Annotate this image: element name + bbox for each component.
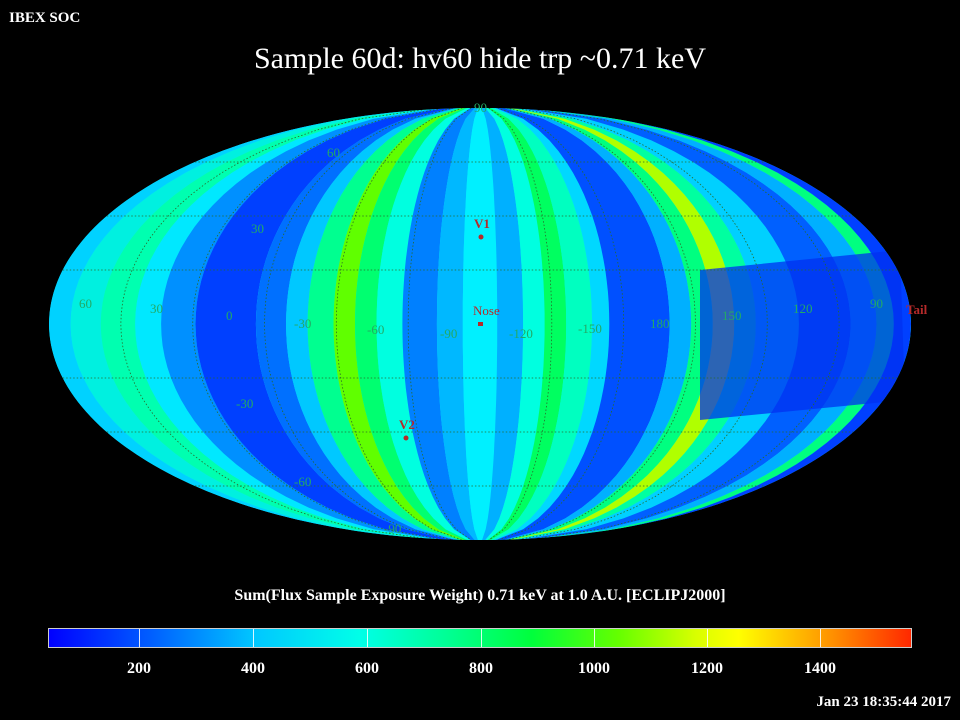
longitude-line <box>407 108 472 540</box>
flux-band <box>402 108 475 540</box>
flux-band <box>286 108 459 540</box>
colorbar <box>48 628 912 648</box>
longitude-line <box>120 108 437 540</box>
marker-nose <box>478 322 483 326</box>
colorbar-label-1000: 1000 <box>578 660 610 677</box>
colorbar-tick <box>594 629 595 647</box>
lon-label-m30: -30 <box>294 316 311 331</box>
flux-band <box>519 108 851 540</box>
lon-label-150: 150 <box>722 308 742 323</box>
colorbar-label-1200: 1200 <box>691 660 723 677</box>
colorbar-tick <box>481 629 482 647</box>
flux-band <box>485 108 545 540</box>
colorbar-title: Sum(Flux Sample Exposure Weight) 0.71 ke… <box>234 587 726 604</box>
longitude-line <box>523 108 840 540</box>
lat-label-m30: -30 <box>236 396 253 411</box>
lon-label-m120: -120 <box>509 326 533 341</box>
lat-label-90: 90 <box>474 100 487 115</box>
flux-band <box>161 108 446 540</box>
colorbar-tick <box>139 629 140 647</box>
marker-v2 <box>403 435 409 441</box>
graticule <box>62 108 898 540</box>
colorbar-tick <box>707 629 708 647</box>
colorbar-label-800: 800 <box>469 660 493 677</box>
lon-label-m60: -60 <box>367 322 384 337</box>
lon-label-180: 180 <box>650 316 670 331</box>
lat-label-60: 60 <box>327 145 340 160</box>
lon-label-60: 60 <box>79 296 92 311</box>
flux-band <box>355 108 468 540</box>
colorbar-label-200: 200 <box>127 660 151 677</box>
lon-label-30: 30 <box>150 301 163 316</box>
timestamp: Jan 23 18:35:44 2017 <box>816 694 951 710</box>
flux-band <box>255 108 457 540</box>
colorbar-tick <box>253 629 254 647</box>
longitude-line <box>488 108 553 540</box>
lon-label-90: 90 <box>870 296 883 311</box>
longitude-line <box>515 108 768 540</box>
flux-band <box>195 108 453 540</box>
lat-label-30: 30 <box>251 221 264 236</box>
lat-label-m60: -60 <box>294 474 311 489</box>
marker-label-nose: Nose <box>473 303 500 318</box>
lon-label-m90: -90 <box>440 326 457 341</box>
colorbar-label-400: 400 <box>241 660 265 677</box>
flux-patch <box>700 250 905 420</box>
colorbar-tick <box>367 629 368 647</box>
lon-label-m150: -150 <box>578 321 602 336</box>
lon-label-0: 0 <box>226 308 233 323</box>
org-label: IBEX SOC <box>9 10 81 26</box>
colorbar-tick <box>820 629 821 647</box>
flux-band <box>376 108 471 540</box>
longitude-line <box>192 108 445 540</box>
marker-label-v1: V1 <box>474 216 490 231</box>
marker-v1 <box>478 234 484 240</box>
flux-band <box>487 108 567 540</box>
page-title: Sample 60d: hv60 hide trp ~0.71 keV <box>253 42 706 75</box>
marker-label-v2: V2 <box>399 417 415 432</box>
colorbar-label-1400: 1400 <box>804 660 836 677</box>
lat-label-m90: -90 <box>384 521 401 536</box>
lon-label-120: 120 <box>793 301 813 316</box>
marker-label-tail: Tail <box>906 302 928 317</box>
sky-map: 90 60 30 -30 -60 -90 60 30 0 -30 -60 -90… <box>49 100 928 540</box>
colorbar-label-600: 600 <box>355 660 379 677</box>
